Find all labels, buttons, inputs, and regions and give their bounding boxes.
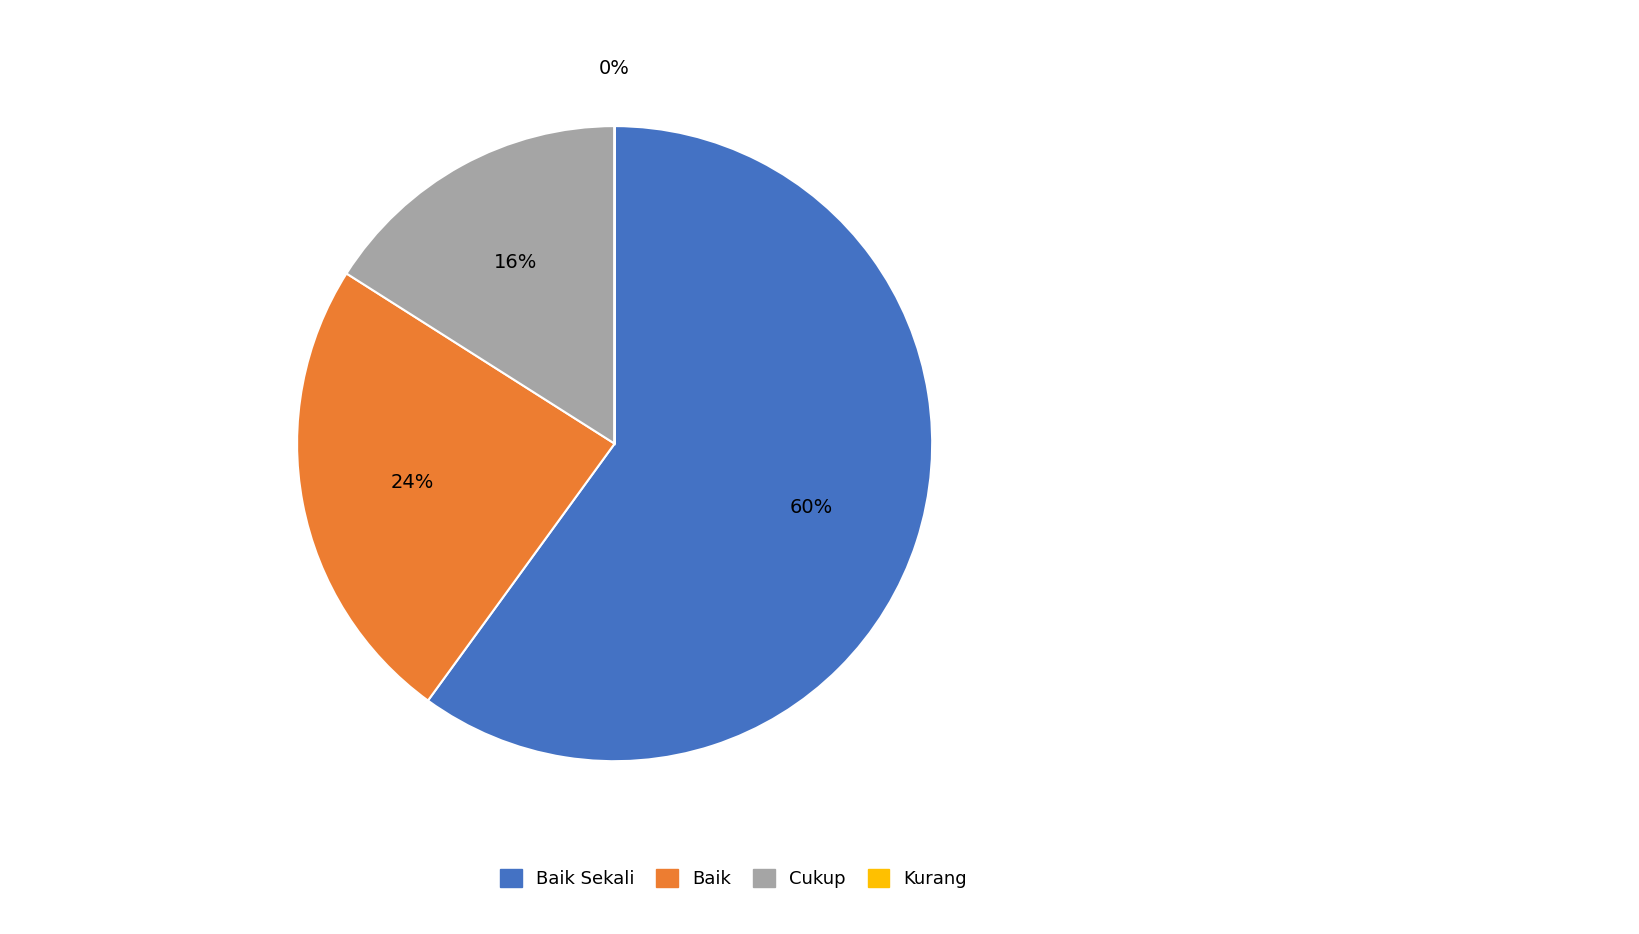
Text: 24%: 24% [390,473,434,492]
Wedge shape [346,126,615,444]
Legend: Baik Sekali, Baik, Cukup, Kurang: Baik Sekali, Baik, Cukup, Kurang [493,861,975,895]
Wedge shape [428,126,933,761]
Text: 0%: 0% [600,60,629,78]
Text: 60%: 60% [790,498,833,517]
Wedge shape [297,274,615,700]
Text: 16%: 16% [493,253,538,273]
